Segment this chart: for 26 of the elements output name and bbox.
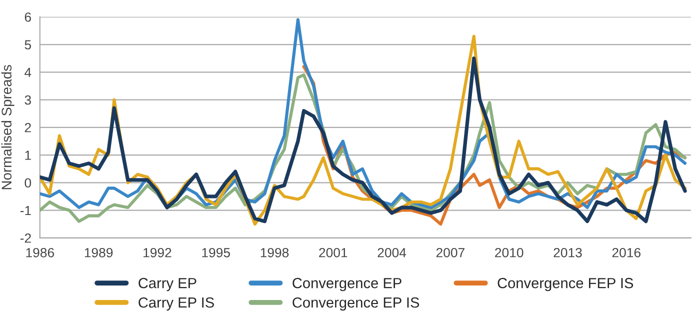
x-tick-label: 2013 <box>554 248 582 258</box>
x-tick-label: 2016 <box>612 248 640 258</box>
y-tick-label: 1 <box>25 150 31 160</box>
x-tick-label: 2004 <box>378 248 406 258</box>
legend-label: Convergence FEP IS <box>498 278 634 292</box>
y-axis-title: Normalised Spreads <box>1 64 14 190</box>
y-tick-label: 4 <box>24 68 32 77</box>
y-tick-label: 2 <box>24 122 31 132</box>
y-tick-label: -1 <box>20 206 31 216</box>
x-tick-label: 1998 <box>260 248 289 258</box>
x-tick-label: 1995 <box>202 248 230 258</box>
y-tick-label: 5 <box>24 40 32 50</box>
legend-label: Carry EP IS <box>138 297 214 311</box>
x-tick-label: 2007 <box>436 248 464 258</box>
legend-label: Convergence EP IS <box>292 297 420 311</box>
x-tick-label: 1986 <box>26 248 54 258</box>
legend-label: Convergence EP <box>292 278 402 292</box>
legend-label: Carry EP <box>138 278 196 292</box>
x-tick-label: 1989 <box>84 248 113 258</box>
y-tick-label: 6 <box>24 12 31 22</box>
y-tick-label: 0 <box>24 178 32 188</box>
x-tick-label: 1992 <box>144 248 172 258</box>
y-tick-label: 3 <box>24 95 31 105</box>
y-tick-label: -2 <box>20 233 31 243</box>
x-tick-label: 2001 <box>319 248 348 258</box>
x-tick-label: 2010 <box>495 248 524 258</box>
